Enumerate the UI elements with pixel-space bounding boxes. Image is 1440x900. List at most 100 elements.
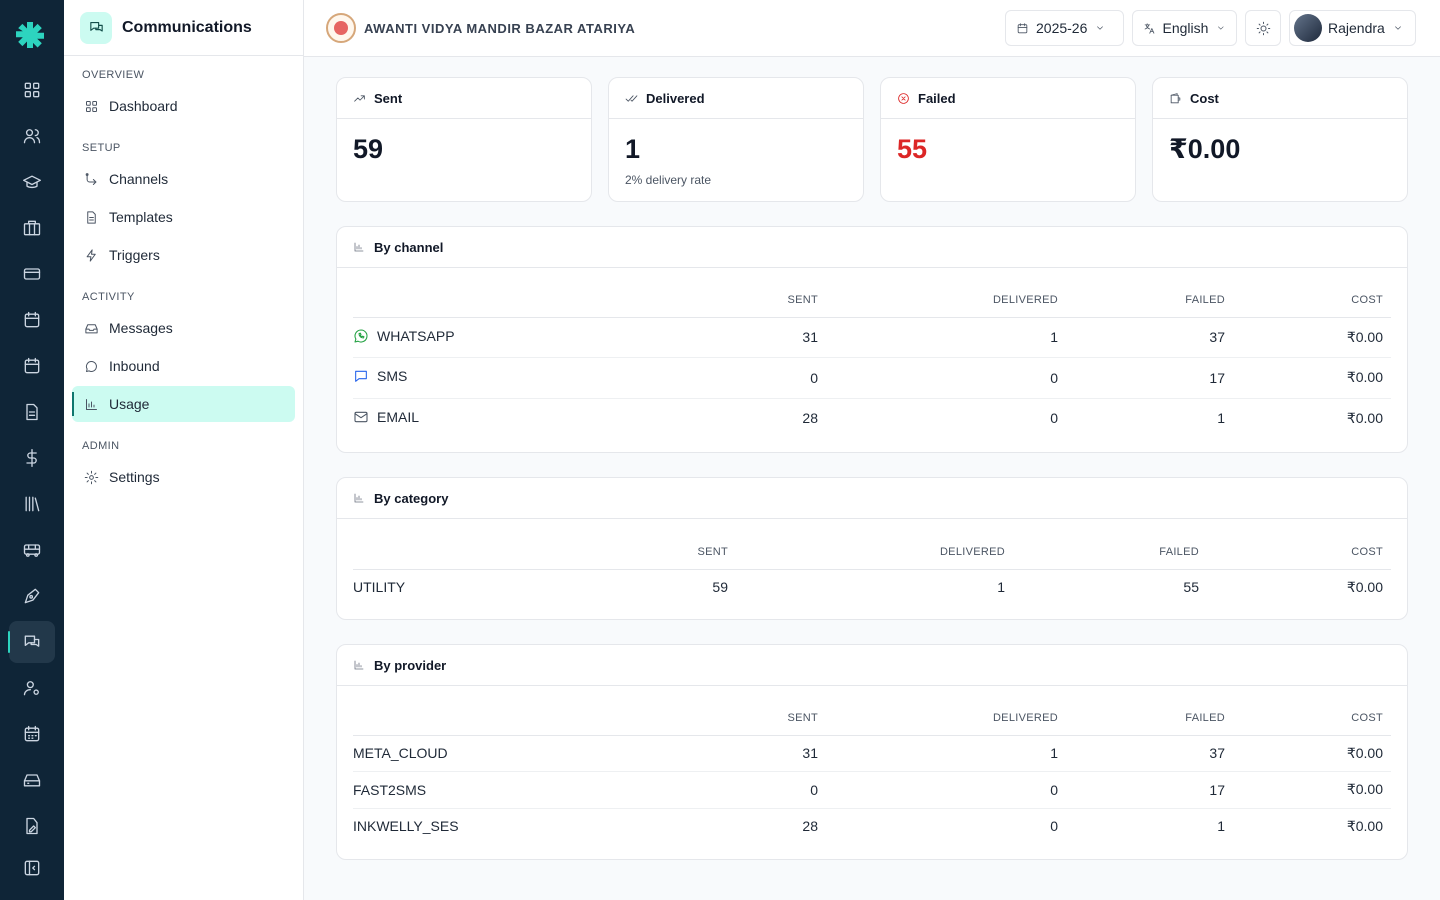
- column-header: SENT: [688, 283, 818, 318]
- delivery-rate-text: 2% delivery rate: [625, 173, 712, 187]
- rail-calendar-grid-icon[interactable]: [9, 713, 55, 755]
- channel-name: EMAIL: [353, 409, 419, 425]
- rail-card-icon[interactable]: [9, 253, 55, 295]
- sidebar-item-channels[interactable]: Channels: [72, 161, 295, 197]
- school-seal-icon: [326, 13, 356, 43]
- user-name: Rajendra: [1328, 20, 1385, 36]
- by-provider-card: By provider SENT DELIVERED FAILED COST M…: [336, 644, 1408, 860]
- card-header: By provider: [337, 645, 1407, 686]
- section-label-overview: OVERVIEW: [82, 69, 145, 81]
- stat-label: Delivered: [646, 90, 705, 106]
- provider-name: META_CLOUD: [353, 735, 688, 772]
- rail-user-settings-icon[interactable]: [9, 667, 55, 709]
- cell-cost: ₹0.00: [1225, 317, 1391, 358]
- academic-year-select[interactable]: 2025-26: [1005, 10, 1124, 46]
- channel-name: WHATSAPP: [353, 328, 455, 344]
- column-header: COST: [1225, 283, 1391, 318]
- rail-library-icon[interactable]: [9, 483, 55, 525]
- school-identity: AWANTI VIDYA MANDIR BAZAR ATARIYA: [326, 13, 635, 43]
- top-bar: AWANTI VIDYA MANDIR BAZAR ATARIYA 2025-2…: [304, 0, 1440, 57]
- language-value: English: [1162, 20, 1209, 36]
- sidebar-item-messages[interactable]: Messages: [72, 310, 295, 346]
- rail-dashboard-icon[interactable]: [9, 69, 55, 111]
- rail-users-icon[interactable]: [9, 115, 55, 157]
- channels-icon: [85, 172, 97, 185]
- inbox-icon: [85, 323, 98, 333]
- language-select[interactable]: English: [1132, 10, 1237, 46]
- provider-table: SENT DELIVERED FAILED COST META_CLOUD 31…: [353, 701, 1391, 844]
- cell-sent: 0: [688, 771, 818, 809]
- rail-hard-drive-icon[interactable]: [9, 759, 55, 801]
- stat-label: Failed: [918, 90, 956, 106]
- table-row: WHATSAPP 31 1 37 ₹0.00: [353, 317, 1391, 358]
- sidebar-item-templates[interactable]: Templates: [72, 199, 295, 235]
- rail-calendar-icon[interactable]: [9, 299, 55, 341]
- cell-sent: 28: [802, 818, 818, 835]
- sidebar-item-inbound[interactable]: Inbound: [72, 348, 295, 384]
- bar-chart-icon: [354, 493, 364, 503]
- card-title: By category: [374, 490, 449, 506]
- rail-document-icon[interactable]: [9, 391, 55, 433]
- column-header: FAILED: [1058, 283, 1225, 318]
- school-name: AWANTI VIDYA MANDIR BAZAR ATARIYA: [364, 20, 636, 36]
- rail-building-icon[interactable]: [9, 207, 55, 249]
- cell-cost: ₹0.00: [1225, 735, 1391, 772]
- by-channel-card: By channel SENT DELIVERED FAILED COST WH…: [336, 226, 1408, 453]
- cell-cost: ₹0.00: [1225, 357, 1391, 399]
- cell-failed: 17: [1058, 357, 1225, 399]
- stat-card-header: Sent: [337, 78, 591, 119]
- rail-chat-icon[interactable]: [8, 621, 55, 663]
- chevron-down-icon: [1097, 26, 1104, 30]
- sidebar-item-usage[interactable]: Usage: [72, 386, 295, 422]
- chevron-down-icon: [1218, 26, 1224, 30]
- double-check-icon: [625, 94, 638, 102]
- trending-up-icon: [354, 94, 365, 102]
- stat-label: Cost: [1190, 90, 1219, 106]
- rail-bus-icon[interactable]: [9, 529, 55, 571]
- cell-delivered: 1: [818, 317, 1058, 358]
- cell-cost: ₹0.00: [1346, 578, 1383, 595]
- usage-content: Sent 59 Delivered 1 2% delivery rate Fai…: [304, 57, 1440, 900]
- app-logo-icon[interactable]: [16, 20, 44, 48]
- cell-failed: 37: [1058, 735, 1225, 772]
- cell-cost: ₹0.00: [1346, 409, 1383, 426]
- cell-sent: 59: [712, 579, 728, 596]
- stat-value: 59: [353, 134, 384, 164]
- sidebar-item-settings[interactable]: Settings: [72, 459, 295, 495]
- x-circle-icon: [898, 92, 909, 104]
- column-header: [353, 701, 688, 736]
- provider-name: INKWELLY_SES: [353, 818, 459, 835]
- rail-collapse-icon[interactable]: [9, 847, 55, 889]
- stat-label: Sent: [374, 90, 403, 106]
- stat-value: 55: [897, 134, 928, 164]
- email-icon: [354, 411, 368, 422]
- rail-graduation-cap-icon[interactable]: [9, 161, 55, 203]
- cell-delivered: 1: [997, 579, 1005, 596]
- theme-toggle-button[interactable]: [1245, 10, 1281, 46]
- column-header: SENT: [548, 535, 728, 570]
- table-row: EMAIL 28 0 1 ₹0.00: [353, 398, 1391, 438]
- sidebar-item-triggers[interactable]: Triggers: [72, 237, 295, 273]
- sidebar-item-label: Messages: [109, 320, 173, 336]
- sidebar-header: Communications: [64, 0, 303, 56]
- sms-icon: [355, 370, 367, 382]
- bar-chart-icon: [354, 242, 364, 252]
- sidebar-item-dashboard[interactable]: Dashboard: [72, 88, 295, 124]
- rail-file-edit-icon[interactable]: [9, 805, 55, 847]
- card-title: By provider: [374, 657, 447, 673]
- dashboard-icon: [86, 100, 97, 112]
- rail-pen-icon[interactable]: [9, 575, 55, 617]
- cell-sent: 31: [688, 735, 818, 772]
- rail-dollar-icon[interactable]: [9, 437, 55, 479]
- academic-year-value: 2025-26: [1036, 20, 1088, 36]
- document-icon: [87, 210, 96, 224]
- cell-failed: 1: [1217, 410, 1225, 427]
- stat-value: ₹0.00: [1169, 134, 1241, 164]
- cell-cost: ₹0.00: [1346, 817, 1383, 834]
- rail-calendar-2-icon[interactable]: [9, 345, 55, 387]
- user-menu-button[interactable]: Rajendra: [1289, 10, 1416, 46]
- column-header: DELIVERED: [818, 701, 1058, 736]
- by-category-card: By category SENT DELIVERED FAILED COST U…: [336, 477, 1408, 620]
- category-name: UTILITY: [353, 579, 406, 596]
- stat-card-header: Cost: [1153, 78, 1407, 119]
